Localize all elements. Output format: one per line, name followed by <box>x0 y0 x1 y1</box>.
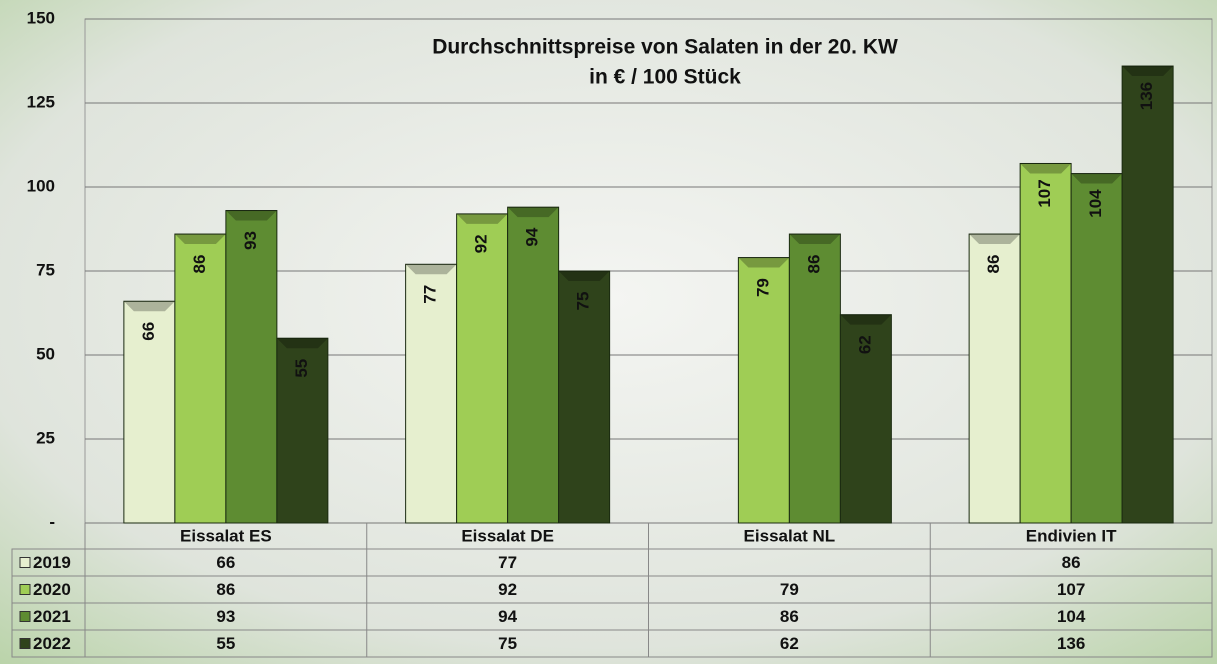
bar-cap <box>123 301 175 312</box>
legend-swatch <box>19 584 31 595</box>
bar-cap <box>789 234 841 245</box>
bar <box>788 233 841 524</box>
bar-cap <box>1020 163 1072 174</box>
value-label: 75 <box>574 292 593 311</box>
chart-subtitle: in € / 100 Stück <box>589 66 741 89</box>
table-cell: 86 <box>1062 553 1081 572</box>
value-label: 79 <box>753 278 772 297</box>
value-label: 94 <box>523 227 542 246</box>
bar <box>558 270 611 524</box>
y-tick-label: 50 <box>36 344 55 363</box>
y-tick-label: - <box>49 512 55 531</box>
x-tick-label: Eissalat DE <box>461 526 554 545</box>
bar <box>225 210 278 524</box>
value-label: 93 <box>241 231 260 250</box>
value-label: 62 <box>855 335 874 354</box>
table-cell: 86 <box>216 580 235 599</box>
table-cell: 75 <box>498 634 517 653</box>
table-cell: 94 <box>498 607 517 626</box>
y-tick-label: 150 <box>27 8 55 27</box>
value-label: 136 <box>1137 82 1156 110</box>
bar-cap <box>174 234 226 245</box>
bar-cap <box>969 234 1021 245</box>
value-label: 107 <box>1035 179 1054 207</box>
table-cell: 77 <box>498 553 517 572</box>
bar-cap <box>840 314 892 325</box>
value-label: 77 <box>421 285 440 304</box>
legend-swatch <box>19 557 31 568</box>
bar <box>456 213 509 524</box>
bar <box>1070 173 1123 524</box>
bar-cap <box>507 207 559 218</box>
value-label: 86 <box>190 255 209 274</box>
table-cell: 104 <box>1057 607 1086 626</box>
bar-cap <box>276 338 328 349</box>
table-cell: 55 <box>216 634 235 653</box>
x-tick-label: Endivien IT <box>1026 526 1117 545</box>
bar-cap <box>1122 66 1174 77</box>
bar <box>507 206 560 524</box>
value-label: 104 <box>1086 189 1105 218</box>
bar-cap <box>456 213 508 224</box>
table-cell: 92 <box>498 580 517 599</box>
x-tick-label: Eissalat NL <box>744 526 836 545</box>
table-cell: 107 <box>1057 580 1085 599</box>
bar-cap <box>738 257 790 268</box>
bar <box>968 233 1021 524</box>
x-tick-label: Eissalat ES <box>180 526 272 545</box>
legend-swatch <box>19 611 31 622</box>
bar <box>1121 65 1174 524</box>
y-tick-label: 125 <box>27 92 55 111</box>
value-label: 86 <box>984 255 1003 274</box>
table-cell: 86 <box>780 607 799 626</box>
legend-swatch <box>19 638 31 649</box>
y-tick-label: 100 <box>27 176 55 195</box>
bar <box>839 314 892 524</box>
legend-label: 2020 <box>33 580 71 599</box>
table-cell: 66 <box>216 553 235 572</box>
legend-label: 2021 <box>33 607 71 626</box>
value-label: 92 <box>472 234 491 253</box>
table-cell: 62 <box>780 634 799 653</box>
y-tick-label: 75 <box>36 260 55 279</box>
legend-label: 2019 <box>33 553 71 572</box>
bar <box>737 257 790 524</box>
value-label: 66 <box>139 322 158 341</box>
bar <box>174 233 227 524</box>
bar <box>1019 162 1072 524</box>
bar-cap <box>405 264 457 275</box>
value-label: 86 <box>804 255 823 274</box>
bar-cap <box>1071 173 1123 184</box>
value-label: 55 <box>292 359 311 378</box>
bar-cap <box>225 210 277 221</box>
table-cell: 136 <box>1057 634 1085 653</box>
bar <box>276 337 329 524</box>
bar-cap <box>558 271 610 281</box>
table-cell: 79 <box>780 580 799 599</box>
y-tick-label: 25 <box>36 428 55 447</box>
legend-label: 2022 <box>33 634 71 653</box>
bar <box>405 263 458 524</box>
chart-title: Durchschnittspreise von Salaten in der 2… <box>432 36 898 59</box>
table-cell: 93 <box>216 607 235 626</box>
